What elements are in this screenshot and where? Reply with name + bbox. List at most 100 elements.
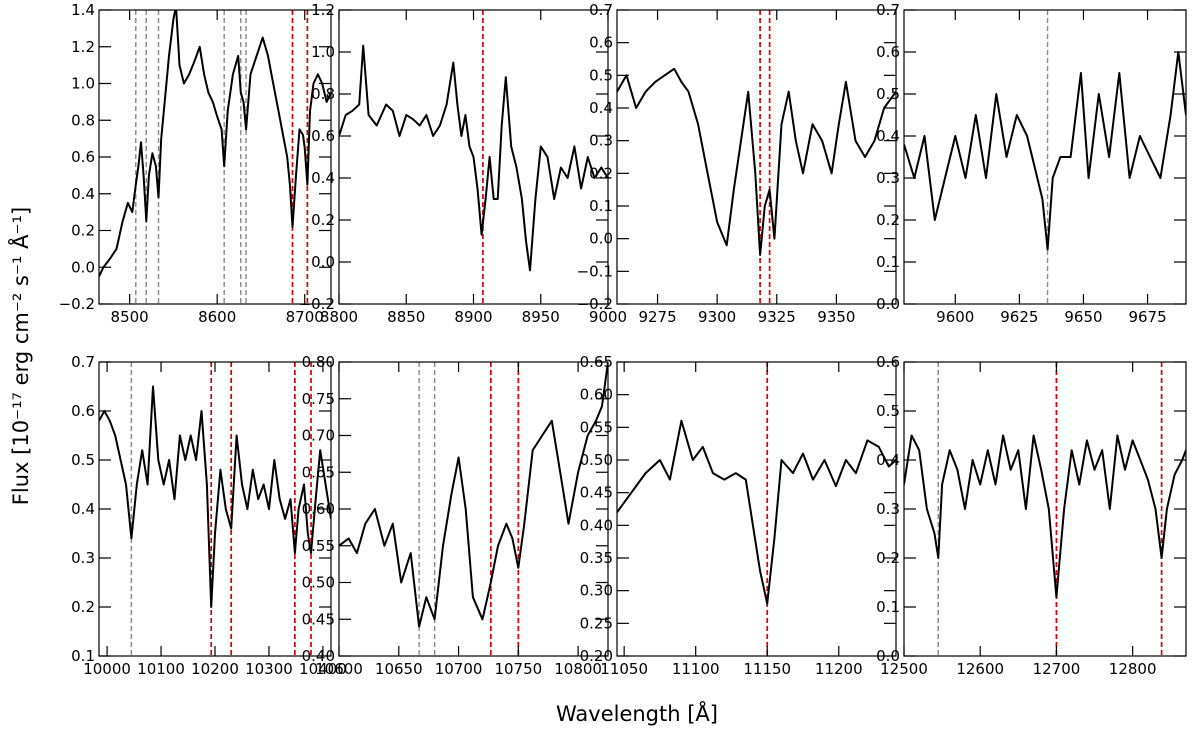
- y-tick-label: 0.2: [589, 164, 613, 182]
- x-tick-label: 8500: [111, 308, 149, 326]
- y-tick-label: 0.0: [876, 647, 900, 665]
- x-tick-label: 8800: [320, 308, 358, 326]
- x-axis-title: Wavelength [Å]: [556, 700, 718, 726]
- y-tick-label: 0.4: [876, 127, 900, 145]
- spectrum-panel-4: 9600 9625 9650 9675 0.0 0.1 0.2 0.3 0.4 0.5 0.6 0.7: [876, 1, 1187, 326]
- y-tick-label: −0.1: [577, 262, 613, 280]
- x-tick-label: 9325: [758, 308, 796, 326]
- y-tick-label: 0.40: [302, 647, 335, 665]
- panel-frame: [903, 361, 1187, 657]
- y-tick-label: 0.4: [876, 451, 900, 469]
- y-tick-label: 0.2: [311, 211, 335, 229]
- spectrum-line: [99, 385, 331, 608]
- x-tick-label: 10100: [137, 660, 185, 678]
- y-tick-label: 0.50: [302, 574, 335, 592]
- y-tick-label: 0.0: [71, 258, 95, 276]
- y-tick-label: 0.6: [71, 402, 95, 420]
- y-tick-label: 0.65: [580, 353, 613, 371]
- spectrum-panel-5: 10000 10100 10200 10300 10400 0.1 0.2 0.3 0.4 0.5…: [71, 353, 347, 678]
- y-tick-label: 0.40: [580, 516, 613, 534]
- y-tick-label: 0.6: [71, 148, 95, 166]
- spectrum-panel-2: 8800 8850 8900 8950 9000−0.20.00.20.40.60.81…: [299, 1, 628, 326]
- y-tick-label: 0.6: [876, 43, 900, 61]
- x-tick-label: 9275: [638, 308, 676, 326]
- y-tick-label: 0.55: [580, 418, 613, 436]
- x-tick-label: 10400: [299, 660, 347, 678]
- y-tick-label: 0.0: [589, 230, 613, 248]
- x-tick-label: 11050: [600, 660, 648, 678]
- y-tick-label: 0.35: [580, 549, 613, 567]
- x-tick-label: 10750: [494, 660, 542, 678]
- x-tick-label: 10200: [191, 660, 239, 678]
- y-tick-label: 0.1: [71, 647, 95, 665]
- y-axis-title: Flux [10⁻¹⁷ erg cm⁻² s⁻¹ Å⁻¹]: [7, 207, 33, 505]
- y-tick-label: 0.45: [302, 610, 335, 628]
- y-tick-label: 1.0: [71, 75, 95, 93]
- spectrum-line: [339, 362, 608, 628]
- x-tick-label: 9300: [698, 308, 736, 326]
- x-tick-label: 9350: [817, 308, 855, 326]
- x-tick-label: 12700: [1033, 660, 1081, 678]
- spectrum-line: [904, 51, 1186, 251]
- y-tick-label: 0.60: [580, 386, 613, 404]
- spectrum-line: [617, 67, 896, 256]
- x-tick-label: 9675: [1128, 308, 1166, 326]
- x-tick-label: 10650: [375, 660, 423, 678]
- y-tick-label: 0.8: [311, 85, 335, 103]
- spectrum-panel-8: 12500 12600 12700 12800 0.0 0.1 0.2 0.3 0.4 0.5 0.…: [876, 353, 1187, 678]
- y-tick-label: 0.5: [876, 85, 900, 103]
- y-tick-label: 0.2: [876, 211, 900, 229]
- y-tick-label: 0.4: [589, 99, 613, 117]
- y-tick-label: 0.4: [71, 185, 95, 203]
- y-tick-label: 0.0: [311, 253, 335, 271]
- spectrum-panel-6: 10600 10650 10700 10750 10800 0.40 0.45 0.50 0.5…: [302, 353, 609, 678]
- x-tick-label: 10800: [554, 660, 602, 678]
- y-tick-label: 0.0: [876, 295, 900, 313]
- panel-frame: [616, 361, 897, 657]
- x-tick-label: 10700: [435, 660, 483, 678]
- y-tick-label: −0.2: [59, 295, 95, 313]
- y-tick-label: 0.70: [302, 427, 335, 445]
- panel-frame: [98, 9, 332, 305]
- y-tick-label: 0.25: [580, 614, 613, 632]
- y-tick-label: 1.2: [311, 1, 335, 19]
- y-tick-label: 0.8: [71, 111, 95, 129]
- spectrum-line: [339, 44, 608, 272]
- y-tick-label: 0.7: [71, 353, 95, 371]
- y-tick-label: 0.50: [580, 451, 613, 469]
- y-tick-label: 0.65: [302, 463, 335, 481]
- x-tick-label: 9000: [589, 308, 627, 326]
- y-tick-label: 0.60: [302, 500, 335, 518]
- y-tick-label: 0.6: [876, 353, 900, 371]
- y-tick-label: 0.55: [302, 537, 335, 555]
- y-tick-label: 0.20: [580, 647, 613, 665]
- y-tick-label: 0.45: [580, 484, 613, 502]
- panel-frame: [616, 9, 897, 305]
- y-tick-label: 0.80: [302, 353, 335, 371]
- y-tick-label: −0.2: [299, 295, 335, 313]
- y-tick-label: 0.2: [71, 598, 95, 616]
- x-tick-label: 8600: [198, 308, 236, 326]
- x-tick-label: 10600: [315, 660, 363, 678]
- x-tick-label: 8700: [286, 308, 324, 326]
- y-tick-label: 0.3: [589, 132, 613, 150]
- y-tick-label: 0.5: [876, 402, 900, 420]
- spectrum-panel-1: 8500 8600 8700−0.20.00.20.40.60.81.01.21.4: [59, 1, 332, 326]
- x-tick-label: 12500: [880, 660, 928, 678]
- y-tick-label: 0.6: [311, 127, 335, 145]
- panel-frame: [903, 9, 1187, 305]
- spectrum-line: [99, 10, 331, 277]
- y-tick-label: 0.1: [876, 598, 900, 616]
- x-tick-label: 11100: [672, 660, 720, 678]
- x-tick-label: 8900: [454, 308, 492, 326]
- spectrum-line: [617, 419, 896, 605]
- y-tick-label: 0.5: [71, 451, 95, 469]
- y-tick-label: −0.2: [577, 295, 613, 313]
- y-tick-label: 0.2: [876, 549, 900, 567]
- x-tick-label: 10300: [245, 660, 293, 678]
- x-tick-label: 9625: [1000, 308, 1038, 326]
- y-tick-label: 0.2: [71, 222, 95, 240]
- spectrum-line: [904, 434, 1186, 599]
- y-tick-label: 0.3: [71, 549, 95, 567]
